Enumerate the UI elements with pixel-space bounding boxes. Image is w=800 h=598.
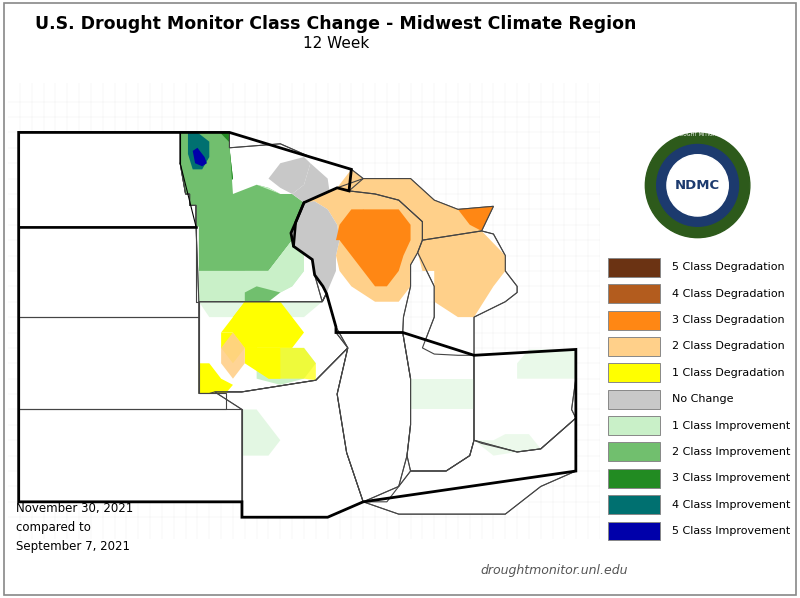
Polygon shape <box>199 222 304 302</box>
Text: droughtmonitor.unl.edu: droughtmonitor.unl.edu <box>480 564 627 577</box>
Polygon shape <box>402 332 474 471</box>
Text: No Change: No Change <box>672 394 733 404</box>
Text: NATIONAL DROUGHT MITIGATION CENTER: NATIONAL DROUGHT MITIGATION CENTER <box>646 132 749 137</box>
Polygon shape <box>494 206 506 231</box>
Polygon shape <box>336 327 410 502</box>
Polygon shape <box>199 294 348 393</box>
Polygon shape <box>193 148 207 166</box>
Polygon shape <box>18 410 242 502</box>
Polygon shape <box>291 188 422 332</box>
Polygon shape <box>517 349 576 379</box>
FancyBboxPatch shape <box>608 258 661 277</box>
FancyBboxPatch shape <box>608 469 661 488</box>
Polygon shape <box>214 348 363 517</box>
Text: 1 Class Improvement: 1 Class Improvement <box>672 420 790 431</box>
Polygon shape <box>18 132 196 227</box>
Text: 5 Class Improvement: 5 Class Improvement <box>672 526 790 536</box>
Text: 12 Week: 12 Week <box>303 36 369 51</box>
Polygon shape <box>242 410 280 456</box>
Text: U.S. Drought Monitor Class Change - Midwest Climate Region: U.S. Drought Monitor Class Change - Midw… <box>35 15 637 33</box>
FancyBboxPatch shape <box>608 364 661 382</box>
Text: 5 Class Degradation: 5 Class Degradation <box>672 263 784 272</box>
FancyBboxPatch shape <box>608 390 661 408</box>
Polygon shape <box>292 163 330 203</box>
Polygon shape <box>474 434 541 456</box>
Text: 2 Class Improvement: 2 Class Improvement <box>672 447 790 457</box>
Text: 3 Class Degradation: 3 Class Degradation <box>672 315 784 325</box>
Polygon shape <box>221 332 245 364</box>
Text: 2 Class Degradation: 2 Class Degradation <box>672 341 785 352</box>
Polygon shape <box>180 132 304 271</box>
Polygon shape <box>349 179 494 240</box>
Text: 1 Class Degradation: 1 Class Degradation <box>672 368 784 378</box>
FancyBboxPatch shape <box>608 310 661 329</box>
Polygon shape <box>363 418 576 514</box>
Polygon shape <box>474 349 576 452</box>
FancyBboxPatch shape <box>608 443 661 462</box>
Circle shape <box>667 155 728 216</box>
Polygon shape <box>18 317 226 410</box>
Polygon shape <box>458 206 494 231</box>
Text: 3 Class Improvement: 3 Class Improvement <box>672 473 790 483</box>
Polygon shape <box>18 227 199 317</box>
Polygon shape <box>245 185 304 292</box>
Circle shape <box>657 145 738 226</box>
Polygon shape <box>233 302 304 348</box>
Polygon shape <box>337 169 494 240</box>
Polygon shape <box>351 209 387 262</box>
Polygon shape <box>336 209 410 286</box>
Text: 4 Class Improvement: 4 Class Improvement <box>672 500 790 509</box>
Polygon shape <box>199 364 233 393</box>
Polygon shape <box>269 157 310 194</box>
Polygon shape <box>233 302 257 332</box>
Polygon shape <box>245 348 280 379</box>
Polygon shape <box>304 188 422 302</box>
FancyBboxPatch shape <box>608 337 661 356</box>
Polygon shape <box>257 348 316 385</box>
Text: 4 Class Degradation: 4 Class Degradation <box>672 289 785 298</box>
Polygon shape <box>199 302 322 317</box>
Polygon shape <box>180 132 233 209</box>
Polygon shape <box>269 348 316 380</box>
Polygon shape <box>291 202 339 294</box>
Text: November 30, 2021
compared to
September 7, 2021: November 30, 2021 compared to September … <box>16 502 134 553</box>
Polygon shape <box>180 132 233 209</box>
FancyBboxPatch shape <box>608 416 661 435</box>
Polygon shape <box>418 231 506 317</box>
Circle shape <box>646 133 750 237</box>
FancyBboxPatch shape <box>608 284 661 303</box>
Polygon shape <box>221 302 280 348</box>
FancyBboxPatch shape <box>608 495 661 514</box>
Polygon shape <box>418 231 517 355</box>
Text: NDMC: NDMC <box>675 179 720 192</box>
Polygon shape <box>188 132 210 169</box>
Polygon shape <box>410 379 474 410</box>
FancyBboxPatch shape <box>608 521 661 541</box>
Polygon shape <box>180 132 363 302</box>
Polygon shape <box>245 286 280 302</box>
Polygon shape <box>221 332 245 379</box>
